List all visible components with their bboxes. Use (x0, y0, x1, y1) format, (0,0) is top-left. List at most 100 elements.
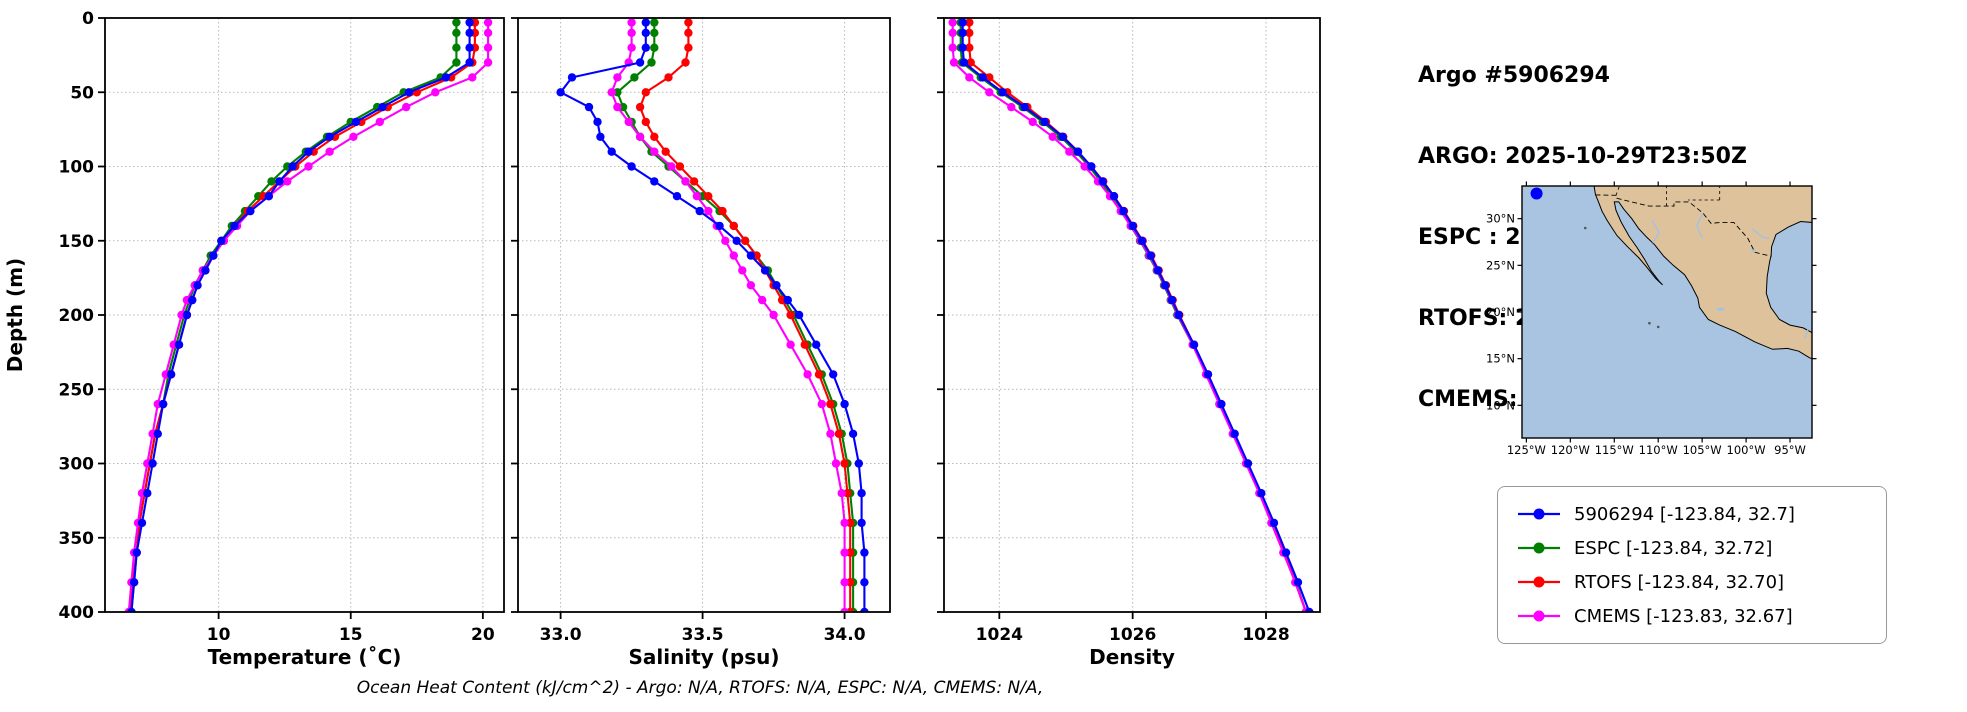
ytick-label: 0 (82, 9, 94, 29)
series-marker-argo (695, 206, 704, 216)
series-marker-cmems (483, 43, 493, 52)
series-marker-argo (860, 578, 869, 587)
series-marker-argo (1269, 518, 1279, 528)
series-marker-argo (635, 58, 645, 67)
series-marker-argo (182, 310, 192, 320)
legend-marker-espc (1518, 542, 1560, 554)
series-line-argo (559, 22, 866, 612)
map-lon-label: 120°W (1551, 443, 1590, 457)
series-marker-rtofs (641, 117, 650, 127)
series-marker-cmems (1080, 162, 1089, 171)
series-marker-rtofs (684, 18, 693, 27)
series-marker-argo (129, 578, 139, 587)
series-marker-espc (650, 28, 659, 38)
series-marker-argo (1109, 192, 1119, 201)
map-river (1804, 327, 1810, 339)
series-marker-cmems (948, 18, 957, 27)
map-lon-label: 125°W (1507, 443, 1546, 457)
series-marker-argo (627, 162, 636, 171)
series-marker-cmems (949, 58, 959, 67)
series-marker-argo (772, 281, 781, 290)
series-marker-cmems (840, 607, 849, 612)
series-marker-argo (854, 459, 863, 468)
series-marker-argo (1305, 607, 1314, 612)
map-lon-label: 105°W (1683, 443, 1722, 457)
series-marker-rtofs (641, 88, 650, 97)
series-marker-cmems (613, 73, 622, 82)
series-marker-rtofs (834, 429, 844, 438)
series-marker-cmems (607, 88, 616, 97)
series-marker-espc (630, 73, 639, 82)
series-marker-argo (1167, 295, 1177, 305)
series-marker-argo (158, 399, 168, 409)
series-marker-argo (404, 88, 414, 97)
series-marker-cmems (349, 132, 358, 141)
series-marker-argo (1020, 102, 1029, 112)
series-marker-argo (132, 548, 141, 557)
series-marker-argo (715, 221, 724, 231)
series-marker-argo (209, 251, 218, 260)
series-marker-argo (593, 117, 602, 127)
series-marker-cmems (738, 266, 747, 275)
series-marker-rtofs (840, 459, 849, 468)
xtick-label: 33.0 (540, 625, 582, 645)
series-marker-cmems (283, 177, 292, 186)
map-island (1656, 325, 1660, 329)
ytick-label: 250 (59, 380, 95, 400)
series-marker-cmems (650, 147, 659, 156)
series-marker-cmems (635, 132, 645, 141)
series-marker-argo (1189, 340, 1199, 349)
series-marker-argo (1040, 117, 1049, 127)
series-marker-argo (857, 518, 866, 528)
ytick-label: 100 (59, 158, 95, 178)
series-marker-espc (267, 177, 276, 186)
series-marker-argo (166, 370, 176, 379)
series-marker-argo (143, 489, 152, 498)
series-marker-cmems (786, 340, 795, 349)
legend-item-argo: 5906294 [-123.84, 32.7] (1516, 497, 1868, 531)
float-location-marker (1530, 187, 1543, 200)
series-marker-argo (127, 607, 136, 612)
xaxis-title-salinity: Salinity (psu) (628, 645, 779, 669)
legend: 5906294 [-123.84, 32.7] ESPC [-123.84, 32… (1497, 486, 1887, 644)
series-marker-cmems (1028, 117, 1037, 127)
series-marker-rtofs (684, 43, 693, 52)
series-marker-espc (647, 58, 656, 67)
series-marker-argo (1153, 266, 1163, 275)
series-marker-argo (174, 340, 184, 349)
series-marker-cmems (704, 206, 713, 216)
xaxis-title-temperature: Temperature (˚C) (208, 645, 402, 669)
series-marker-argo (641, 43, 650, 52)
map-river (1751, 228, 1770, 239)
series-marker-argo (607, 147, 616, 156)
legend-marker-cmems (1518, 610, 1560, 622)
series-marker-cmems (837, 489, 846, 498)
series-marker-argo (998, 88, 1007, 97)
series-marker-argo (1257, 489, 1266, 498)
series-marker-rtofs (965, 18, 974, 27)
map-lat-label: 10°N (1486, 398, 1515, 412)
series-marker-cmems (985, 88, 994, 97)
series-marker-rtofs (681, 58, 690, 67)
series-marker-rtofs (704, 192, 713, 201)
map-island (1583, 226, 1587, 230)
xtick-label: 34.0 (824, 625, 866, 645)
series-marker-rtofs (684, 28, 693, 38)
yaxis-title-depth: Depth (m) (3, 258, 27, 372)
ytick-label: 400 (59, 603, 95, 623)
series-marker-rtofs (718, 206, 727, 216)
series-marker-cmems (483, 28, 493, 38)
series-marker-cmems (627, 43, 636, 52)
series-marker-argo (1146, 251, 1155, 260)
series-marker-cmems (468, 73, 477, 82)
ytick-label: 300 (59, 455, 95, 475)
map-river (1651, 220, 1660, 244)
series-marker-rtofs (814, 370, 824, 379)
series-marker-rtofs (661, 147, 670, 156)
series-marker-argo (732, 236, 741, 245)
series-line-cmems (951, 22, 1307, 612)
series-marker-argo (275, 177, 284, 186)
legend-label-cmems: CMEMS [-123.83, 32.67] (1574, 605, 1793, 627)
series-marker-rtofs (966, 58, 975, 67)
map-lake (1716, 307, 1725, 311)
